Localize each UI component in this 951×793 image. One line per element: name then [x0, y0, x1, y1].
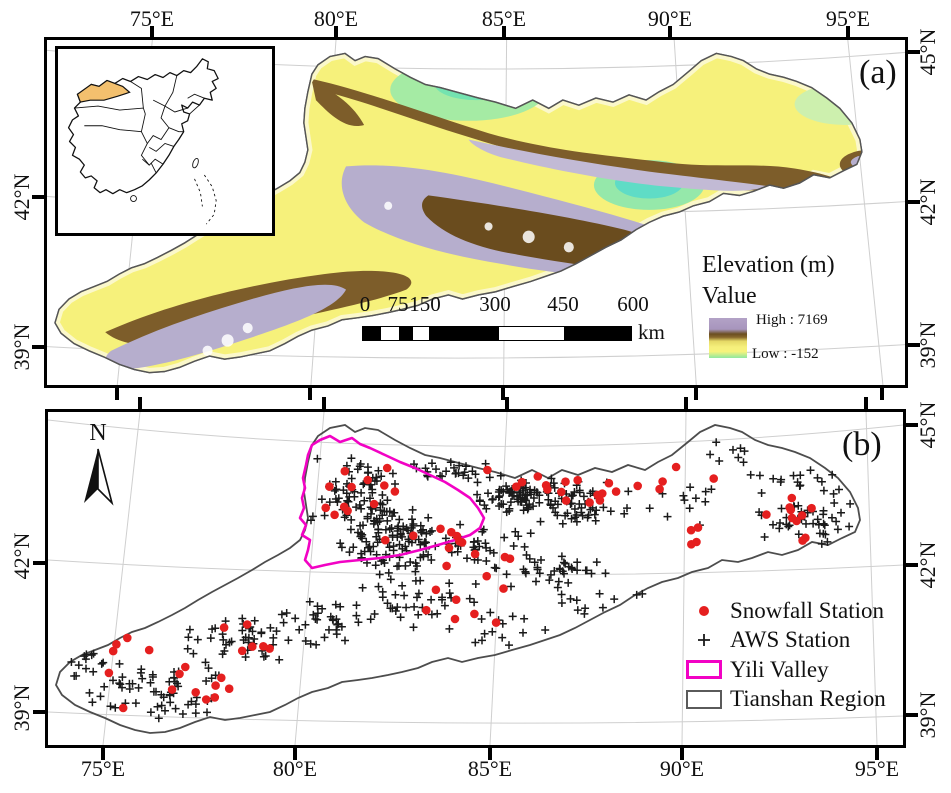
- panel-b-letter: (b): [842, 426, 882, 463]
- lon-tick: [875, 748, 879, 760]
- lon-tick: [488, 748, 492, 760]
- hainan-island: [130, 195, 137, 202]
- axis-label-lon: 85°E: [467, 756, 513, 781]
- province-borders: [74, 75, 205, 174]
- lat-tick: [908, 343, 920, 347]
- axis-label-lat: 42°N: [9, 532, 34, 580]
- lon-tick: [334, 26, 338, 38]
- elevation-high-label: High : 7169: [756, 312, 828, 328]
- china-map-canvas: [67, 58, 219, 225]
- axis-label-lat: 39°N: [915, 321, 940, 369]
- lat-tick: [32, 345, 44, 349]
- legend-label: Yili Valley: [730, 656, 829, 682]
- scale-tick-label: 75: [387, 292, 409, 316]
- legend-row-aws: AWS Station: [678, 626, 904, 656]
- north-arrow-icon: [84, 448, 114, 506]
- axis-label-lon: 95°E: [854, 756, 900, 781]
- axis-label-lon: 75°E: [80, 756, 126, 781]
- lon-tick: [680, 748, 684, 760]
- scale-bar-unit: km: [638, 320, 665, 344]
- lon-tick: [684, 397, 688, 409]
- lat-tick: [908, 50, 920, 54]
- tianshan-highlight: [76, 79, 131, 103]
- axis-label-lat: 42°N: [915, 178, 940, 226]
- lon-tick: [502, 26, 506, 38]
- lon-tick: [668, 26, 672, 38]
- scale-bar-bar: [362, 326, 632, 341]
- axis-label-lat: 42°N: [915, 541, 940, 589]
- lon-tick: [864, 397, 868, 409]
- elevation-legend: Elevation (m) Value High : 7169 Low : -1…: [702, 252, 902, 362]
- legend-label: Snowfall Station: [730, 597, 884, 623]
- legend-label: Tianshan Region: [730, 686, 886, 712]
- axis-label-lon: 90°E: [659, 756, 705, 781]
- north-label: N: [89, 420, 107, 446]
- scale-tick-label: 300: [479, 292, 511, 316]
- lon-tick: [150, 26, 154, 38]
- axis-label-lat: 39°N: [9, 323, 34, 371]
- station-legend: Snowfall Station AWS Station Yili Valley…: [678, 596, 904, 714]
- axis-label-lon: 80°E: [272, 756, 318, 781]
- lon-tick: [138, 397, 142, 409]
- lat-tick: [908, 200, 920, 204]
- axis-label-lat: 42°N: [9, 173, 34, 221]
- north-arrow: N: [76, 420, 120, 514]
- lon-tick: [880, 388, 884, 400]
- lat-tick: [906, 713, 918, 717]
- legend-row-snowfall: Snowfall Station: [678, 596, 904, 626]
- axis-label-lat: 39°N: [9, 684, 34, 732]
- lat-tick: [906, 423, 918, 427]
- panel-b-station-map: (b) N Snowfall Station AWS Station: [45, 409, 906, 748]
- lon-tick: [505, 397, 509, 409]
- lon-tick: [101, 748, 105, 760]
- snowfall-dot-icon: [699, 605, 709, 616]
- lon-tick: [846, 26, 850, 38]
- scale-tick-label: 0: [359, 292, 371, 316]
- aws-station-markers: [67, 438, 855, 723]
- lat-tick: [33, 710, 45, 714]
- south-china-sea-dashes: [203, 174, 217, 225]
- snowfall-station-markers: [104, 462, 816, 713]
- lon-tick: [501, 388, 505, 400]
- elevation-map-canvas: [47, 40, 905, 385]
- elevation-color-ramp: [709, 318, 747, 358]
- yili-swatch-icon: [686, 660, 722, 680]
- legend-label: AWS Station: [730, 627, 851, 653]
- scale-tick-label: 450: [547, 292, 579, 316]
- plus-icon: [698, 634, 710, 647]
- lat-tick: [32, 195, 44, 199]
- lon-tick: [293, 748, 297, 760]
- china-outline: [67, 58, 219, 195]
- graticule: [48, 412, 903, 745]
- lon-tick: [115, 388, 119, 400]
- elevation-legend-title: Elevation (m): [702, 252, 835, 278]
- china-inset-map: [55, 46, 275, 236]
- taiwan-island: [192, 157, 199, 169]
- tianshan-swatch-icon: [686, 689, 722, 709]
- lat-tick: [906, 563, 918, 567]
- panel-a-letter: (a): [859, 54, 897, 91]
- lat-tick: [33, 561, 45, 565]
- axis-label-lat: 39°N: [915, 691, 940, 739]
- scale-tick-label: 150: [409, 292, 441, 316]
- legend-row-yili: Yili Valley: [678, 655, 904, 685]
- elevation-low-label: Low : -152: [752, 346, 819, 362]
- lon-tick: [694, 388, 698, 400]
- lon-tick: [308, 388, 312, 400]
- scale-tick-label: 600: [617, 292, 649, 316]
- axis-label-lat: 45°N: [915, 28, 940, 76]
- elevation-legend-value-label: Value: [702, 283, 757, 309]
- axis-label-lat: 45°N: [915, 401, 940, 449]
- station-map-canvas: [48, 412, 903, 745]
- legend-row-tianshan: Tianshan Region: [678, 685, 904, 715]
- lon-tick: [322, 397, 326, 409]
- scale-bar: 0 75 150 300 450 600 km: [359, 292, 689, 348]
